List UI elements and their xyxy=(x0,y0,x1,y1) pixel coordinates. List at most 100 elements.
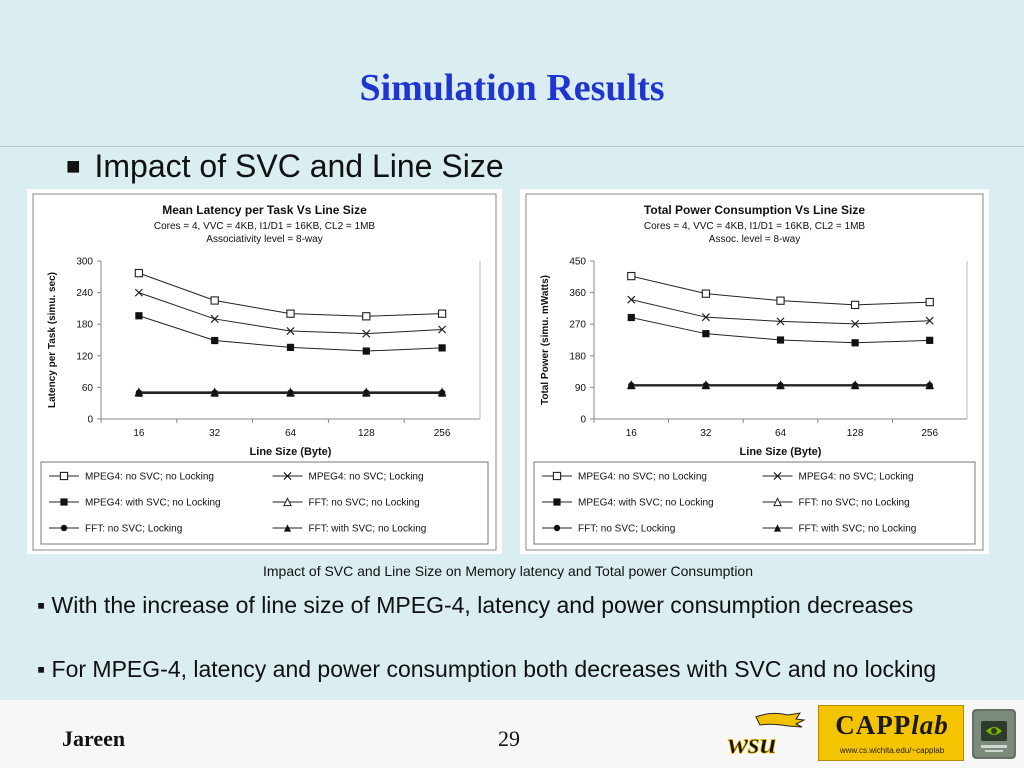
legend-swatch-marker xyxy=(59,471,69,481)
y-tick-label: 450 xyxy=(569,257,586,268)
data-point xyxy=(135,312,143,320)
data-point xyxy=(702,382,710,390)
data-point xyxy=(286,343,295,351)
capp-lab-logo: CAPPlab www.cs.wichita.edu/~capplab xyxy=(818,705,964,761)
x-tick-label: 32 xyxy=(700,428,712,439)
data-point xyxy=(438,344,446,352)
legend-entry: FFT: with SVC; no Locking xyxy=(309,524,427,535)
chart-subtitle: Associativity level = 8-way xyxy=(206,234,322,245)
legend-swatch-marker xyxy=(283,524,292,532)
data-point xyxy=(850,300,860,310)
svg-text:wsu: wsu xyxy=(728,727,776,757)
legend-entry: FFT: no SVC; no Locking xyxy=(799,498,910,509)
data-point xyxy=(438,325,447,334)
y-tick-label: 180 xyxy=(569,351,586,362)
data-point xyxy=(851,319,860,328)
data-point xyxy=(776,317,785,326)
y-tick-label: 270 xyxy=(569,320,586,331)
chart-subtitle: Cores = 4, VVC = 4KB, I1/D1 = 16KB, CL2 … xyxy=(154,221,376,232)
data-point xyxy=(776,382,785,390)
legend-entry: FFT: no SVC; no Locking xyxy=(309,498,420,509)
data-point xyxy=(851,382,859,390)
data-point xyxy=(702,330,710,338)
point-svc: ▪ For MPEG-4, latency and power consumpt… xyxy=(37,656,937,682)
data-point xyxy=(926,336,934,344)
bullet-square-icon: ■ xyxy=(66,153,81,180)
legend-entry: FFT: with SVC; no Locking xyxy=(799,524,917,535)
data-point xyxy=(701,289,711,298)
legend-swatch-marker xyxy=(283,497,292,507)
data-point xyxy=(210,296,219,305)
point-line-size: ▪ With the increase of line size of MPEG… xyxy=(37,592,914,618)
legend-entry: FFT: no SVC; Locking xyxy=(578,524,675,535)
x-tick-label: 128 xyxy=(358,428,375,439)
legend-box xyxy=(40,461,489,545)
data-point xyxy=(135,389,143,397)
x-tick-label: 16 xyxy=(133,428,145,439)
data-point xyxy=(286,327,295,336)
x-axis-label: Line Size (Byte) xyxy=(740,446,822,458)
y-tick-label: 300 xyxy=(76,257,93,268)
data-point xyxy=(362,312,371,321)
x-tick-label: 32 xyxy=(209,428,221,439)
y-tick-label: 60 xyxy=(82,383,94,394)
x-tick-label: 16 xyxy=(626,428,638,439)
y-tick-label: 120 xyxy=(76,351,93,362)
legend-entry: MPEG4: no SVC; Locking xyxy=(309,472,424,483)
data-point xyxy=(627,382,635,390)
y-tick-label: 0 xyxy=(580,415,586,426)
legend-box xyxy=(533,461,976,545)
data-point xyxy=(701,313,710,322)
data-point xyxy=(134,288,143,297)
x-axis-label: Line Size (Byte) xyxy=(250,446,332,458)
data-point xyxy=(211,389,219,397)
data-point xyxy=(286,389,295,397)
capp-lab-url: www.cs.wichita.edu/~capplab xyxy=(839,746,945,755)
y-axis-label: Latency per Task (simu. sec) xyxy=(47,272,58,408)
data-point xyxy=(925,316,934,325)
data-point xyxy=(286,309,295,318)
legend-entry: FFT: no SVC; Locking xyxy=(85,524,182,535)
legend-entry: MPEG4: no SVC; Locking xyxy=(799,472,914,483)
data-point xyxy=(627,295,636,304)
author-name: Jareen xyxy=(62,726,126,751)
legend-swatch-marker xyxy=(552,471,562,481)
data-point xyxy=(851,339,859,347)
title-divider xyxy=(0,146,1024,147)
data-point xyxy=(362,389,370,397)
data-point xyxy=(627,271,636,281)
y-tick-label: 0 xyxy=(87,415,93,426)
data-point xyxy=(926,382,934,390)
y-tick-label: 240 xyxy=(76,288,93,299)
data-point xyxy=(776,296,785,305)
nvidia-logo-icon xyxy=(972,709,1016,759)
legend-swatch-marker xyxy=(773,524,782,532)
data-point xyxy=(362,347,370,355)
legend-swatch-marker xyxy=(553,524,561,532)
legend-entry: MPEG4: no SVC; no Locking xyxy=(578,472,707,483)
legend-swatch-marker xyxy=(773,497,782,507)
legend-swatch-marker xyxy=(60,524,68,532)
data-point xyxy=(925,297,934,307)
x-tick-label: 64 xyxy=(285,428,297,439)
chart-title: Mean Latency per Task Vs Line Size xyxy=(162,203,367,217)
legend-swatch-marker xyxy=(283,471,292,481)
slide-title: Simulation Results xyxy=(359,67,665,109)
data-point xyxy=(437,309,447,318)
capp-lab-name: CAPPlab xyxy=(835,710,949,740)
main-bullet-text: Impact of SVC and Line Size xyxy=(94,148,504,184)
legend-entry: MPEG4: with SVC; no Locking xyxy=(578,498,714,509)
latency-chart-panel: Mean Latency per Task Vs Line Size Cores … xyxy=(27,189,502,554)
y-tick-label: 180 xyxy=(76,320,93,331)
figure-caption: Impact of SVC and Line Size on Memory la… xyxy=(263,563,753,579)
legend-entry: MPEG4: no SVC; no Locking xyxy=(85,472,214,483)
chart-subtitle: Assoc. level = 8-way xyxy=(709,234,800,245)
legend-swatch-marker xyxy=(60,498,68,506)
data-point xyxy=(438,389,446,397)
power-chart-panel: Total Power Consumption Vs Line Size Core… xyxy=(520,189,989,554)
x-tick-label: 256 xyxy=(921,428,938,439)
main-bullet: ■ Impact of SVC and Line Size xyxy=(66,148,504,185)
y-axis-label: Total Power (simu. mWatts) xyxy=(540,275,551,405)
chart-title: Total Power Consumption Vs Line Size xyxy=(644,203,865,217)
y-tick-label: 90 xyxy=(575,383,587,394)
